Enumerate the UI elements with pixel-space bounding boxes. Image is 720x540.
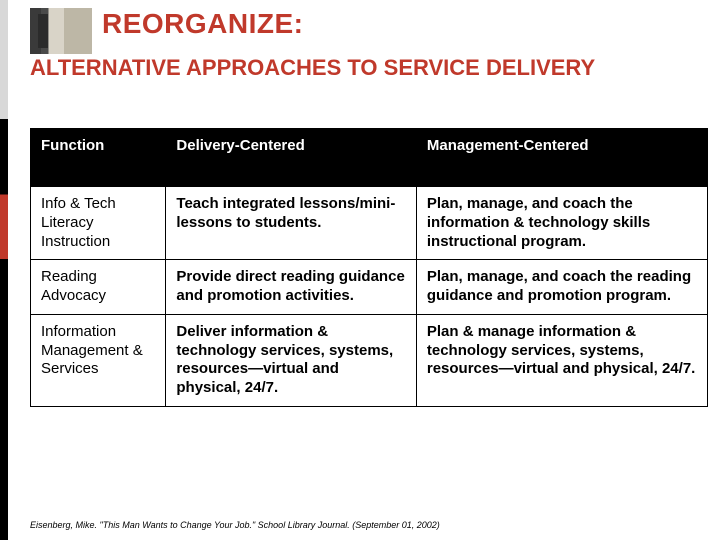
approaches-table: Function Delivery-Centered Management-Ce… <box>30 128 708 407</box>
cell-management: Plan, manage, and coach the information … <box>416 187 707 260</box>
cell-function: Info & Tech Literacy Instruction <box>31 187 166 260</box>
approaches-table-container: Function Delivery-Centered Management-Ce… <box>30 128 708 407</box>
cell-delivery: Provide direct reading guidance and prom… <box>166 260 416 315</box>
cell-management: Plan & manage information & technology s… <box>416 314 707 406</box>
col-header-function: Function <box>31 129 166 187</box>
cell-management: Plan, manage, and coach the reading guid… <box>416 260 707 315</box>
table-row: Info & Tech Literacy Instruction Teach i… <box>31 187 708 260</box>
slide-title-line1: REORGANIZE: <box>102 8 304 40</box>
table-row: Information Management & Services Delive… <box>31 314 708 406</box>
slide-title-line2: ALTERNATIVE APPROACHES TO SERVICE DELIVE… <box>30 56 708 81</box>
table-header-row: Function Delivery-Centered Management-Ce… <box>31 129 708 187</box>
table-row: Reading Advocacy Provide direct reading … <box>31 260 708 315</box>
col-header-delivery: Delivery-Centered <box>166 129 416 187</box>
cell-function: Information Management & Services <box>31 314 166 406</box>
citation-text: Eisenberg, Mike. "This Man Wants to Chan… <box>30 520 708 530</box>
left-accent-bar <box>0 0 8 540</box>
cell-delivery: Deliver information & technology service… <box>166 314 416 406</box>
slide-header: REORGANIZE: ALTERNATIVE APPROACHES TO SE… <box>30 8 708 81</box>
col-header-management: Management-Centered <box>416 129 707 187</box>
header-thumbnail <box>30 8 92 54</box>
cell-delivery: Teach integrated lessons/mini-lessons to… <box>166 187 416 260</box>
citation-container: Eisenberg, Mike. "This Man Wants to Chan… <box>30 520 708 530</box>
cell-function: Reading Advocacy <box>31 260 166 315</box>
